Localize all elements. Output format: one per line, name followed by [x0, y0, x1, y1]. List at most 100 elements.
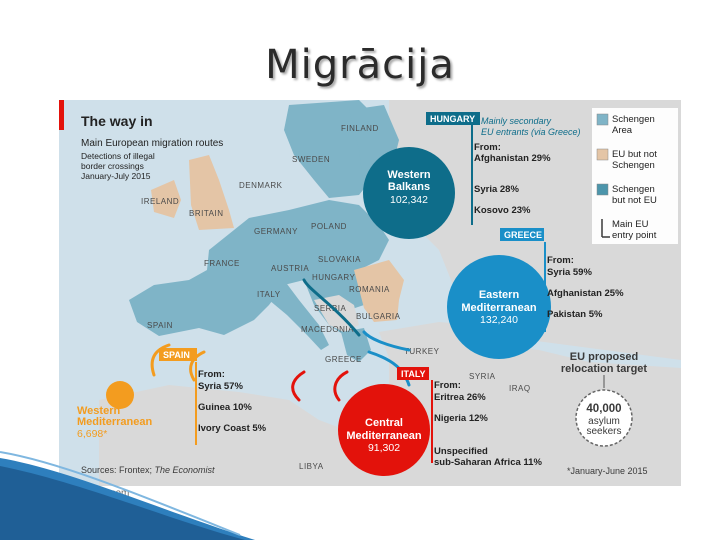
route-name: Eastern: [479, 289, 520, 301]
legend-label: entry point: [612, 230, 657, 241]
legend-label: Area: [612, 125, 633, 136]
country-label-hungary: HUNGARY: [312, 273, 356, 282]
origin-entry: Ivory Coast 5%: [198, 423, 267, 434]
country-label-poland: POLAND: [311, 222, 347, 231]
origin-entry: Afghanistan 25%: [547, 288, 624, 299]
relocation-unit: seekers: [586, 426, 621, 437]
greece-land: [341, 328, 371, 362]
country-label-finland: FINLAND: [341, 124, 379, 133]
migration-map: FINLAND SWEDEN DENMARK IRELAND BRITAIN GERMAN…: [59, 100, 681, 486]
entry-tag-label: GREECE: [504, 230, 542, 240]
overlay-annotations: The way in Main European migration routes…: [59, 100, 678, 476]
country-label-ireland: IRELAND: [141, 197, 179, 206]
country-label-serbia: SERBIA: [314, 304, 347, 313]
ireland-land: [151, 180, 181, 218]
country-label-bulgaria: BULGARIA: [356, 312, 401, 321]
relocation-title: EU proposed: [570, 351, 638, 363]
country-label-iraq: IRAQ: [509, 384, 531, 393]
route-total: 132,240: [480, 314, 518, 326]
route-total: 102,342: [390, 194, 428, 206]
map-subtitle-line: Detections of illegal: [81, 151, 155, 161]
origin-entry: Pakistan 5%: [547, 309, 603, 320]
entry-tag-label: SPAIN: [163, 350, 190, 360]
map-subtitle-line: border crossings: [81, 161, 144, 171]
origin-entry: Syria 59%: [547, 267, 592, 278]
relocation-title: relocation target: [561, 363, 648, 375]
map-title-block: The way in Main European migration routes…: [59, 100, 223, 181]
route-bubble: [447, 255, 551, 359]
legend-label: Schengen: [612, 160, 655, 171]
route-bubble: [363, 147, 455, 239]
country-label-macedonia: MACEDONIA: [301, 325, 354, 334]
map-source: Sources: Frontex; The Economist: [81, 465, 215, 475]
legend-label: Main EU: [612, 219, 649, 230]
route-note: Mainly secondary: [481, 116, 552, 126]
route-name: Western: [387, 169, 430, 181]
relocation-value: 40,000: [586, 403, 621, 415]
origin-entry: Nigeria 12%: [434, 413, 488, 424]
entry-tag-label: ITALY: [401, 369, 426, 379]
route-name: Mediterranean: [77, 416, 152, 428]
country-label-slovakia: SLOVAKIA: [318, 255, 361, 264]
north-africa-land: [99, 385, 379, 486]
country-label-germany: GERMANY: [254, 227, 298, 236]
route-bubble: [106, 381, 134, 409]
origin-entry: Syria 57%: [198, 381, 243, 392]
legend-swatch: [596, 113, 609, 126]
country-label-austria: AUSTRIA: [271, 264, 309, 273]
origin-entry: Eritrea 26%: [434, 392, 486, 403]
country-label-libya: LIBYA: [299, 462, 324, 471]
legend-label: Schengen: [612, 114, 655, 125]
country-label-spain: SPAIN: [147, 321, 173, 330]
map-title: The way in: [81, 113, 153, 129]
map-source-italic: The Economist: [155, 465, 216, 475]
origin-extra: sub-Saharan Africa 11%: [434, 457, 542, 468]
from-label: From:: [474, 142, 501, 153]
map-subtitle: Main European migration routes: [81, 138, 223, 149]
route-arrow-eastern-med: [362, 330, 411, 352]
italy-land: [264, 280, 329, 350]
origin-entry: Afghanistan 29%: [474, 153, 551, 164]
route-total: 6,698*: [77, 428, 107, 440]
route-name: Mediterranean: [461, 302, 536, 314]
map-canvas: FINLAND SWEDEN DENMARK IRELAND BRITAIN GERMAN…: [59, 100, 681, 486]
map-subtitle-line: January-July 2015: [81, 171, 151, 181]
route-arrow-eastern-med-2: [367, 350, 411, 387]
route-total: 91,302: [368, 442, 400, 454]
country-label-denmark: DENMARK: [239, 181, 283, 190]
entry-tag-label: HUNGARY: [430, 114, 475, 124]
country-label-sweden: SWEDEN: [292, 155, 330, 164]
country-label-britain: BRITAIN: [189, 209, 223, 218]
from-label: From:: [198, 369, 225, 380]
entry-tag: [426, 112, 480, 125]
route-note: EU entrants (via Greece): [481, 127, 581, 137]
country-label-france: FRANCE: [204, 259, 240, 268]
route-name: Balkans: [388, 181, 430, 193]
relocation-circle: [575, 389, 633, 447]
route-bubble: [338, 384, 430, 476]
legend-label: Schengen: [612, 184, 655, 195]
slide-corner-decoration: [0, 451, 255, 540]
legend-swatch: [596, 148, 609, 161]
route-arrow-western-balkans: [302, 278, 361, 337]
route-arrow-western-med-2: [189, 350, 206, 382]
legend-label: EU but not: [612, 149, 657, 160]
route-arrows: [150, 278, 411, 402]
map-footer: Sources: Frontex; The Economist *January-…: [81, 465, 648, 476]
route-name: Western: [77, 405, 120, 417]
from-label: From:: [547, 255, 574, 266]
country-label-syria: SYRIA: [469, 372, 496, 381]
country-label-greece: GREECE: [325, 355, 362, 364]
from-label: From:: [434, 380, 461, 391]
route-name: Central: [365, 417, 403, 429]
legend-swatch: [596, 183, 609, 196]
route-arrow-central-med-2: [333, 370, 349, 402]
origin-entry: Guinea 10%: [198, 402, 252, 413]
origin-entry: Kosovo 23%: [474, 205, 531, 216]
route-name: Mediterranean: [346, 430, 421, 442]
